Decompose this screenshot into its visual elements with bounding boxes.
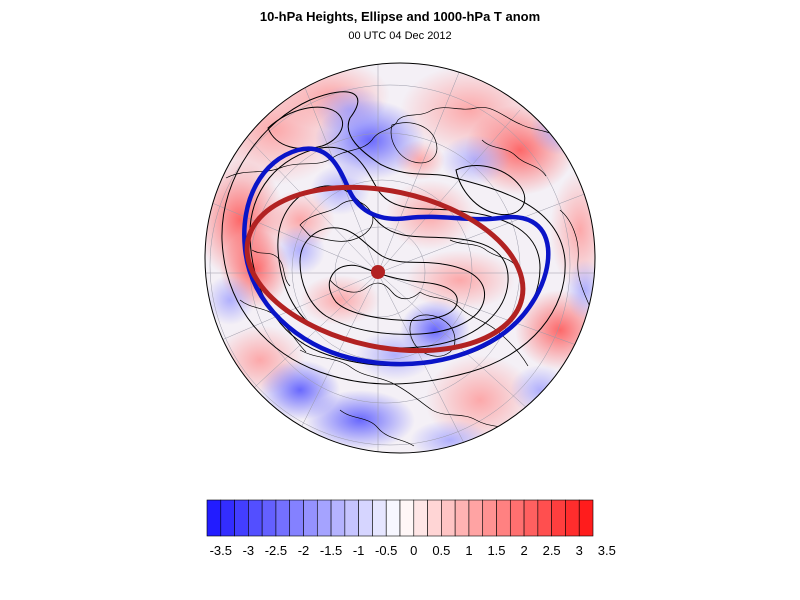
- colorbar-tick-label: -0.5: [375, 543, 397, 558]
- colorbar-tick-label: 1.5: [487, 543, 505, 558]
- colorbar-tick-label: -2: [298, 543, 310, 558]
- height-contour-4: [299, 227, 486, 335]
- colorbar-box: [565, 499, 580, 537]
- colorbar-tick-label: 3: [576, 543, 583, 558]
- colorbar-box: [234, 499, 249, 537]
- fitted-ellipse: [244, 184, 526, 354]
- height-contour-nw: [267, 106, 343, 149]
- colorbar-box: [482, 499, 497, 537]
- height-contour-2: [249, 146, 541, 367]
- colorbar-tick-label: -3.5: [210, 543, 232, 558]
- colorbar-box: [303, 499, 318, 537]
- colorbar-box: [330, 499, 346, 537]
- colorbar-box: [316, 499, 332, 537]
- colorbar-box: [537, 499, 552, 537]
- colorbar-tick-label: 2.5: [543, 543, 561, 558]
- colorbar-box: [358, 499, 373, 537]
- colorbar-tick-label: 3.5: [598, 543, 616, 558]
- height-contour-ne: [455, 165, 526, 216]
- colorbar-tick-label: 0: [410, 543, 417, 558]
- chart-subtitle: 00 UTC 04 Dec 2012: [348, 30, 452, 42]
- height-contour-5: [328, 264, 458, 321]
- colorbar-box: [372, 499, 387, 537]
- colorbar-tick-label: 2: [520, 543, 527, 558]
- colorbar-box: [399, 499, 415, 537]
- colorbar-box: [261, 499, 277, 537]
- colorbar-box: [248, 499, 263, 537]
- colorbar-tick-label: -1.5: [320, 543, 342, 558]
- colorbar-box: [413, 499, 428, 537]
- colorbar-box: [441, 499, 456, 537]
- colorbar-tick-label: -2.5: [265, 543, 287, 558]
- colorbar-box: [496, 499, 511, 537]
- colorbar-box: [578, 499, 594, 537]
- colorbar-tick-label: -3: [243, 543, 255, 558]
- colorbar-box: [427, 499, 442, 537]
- colorbar-box: [344, 499, 359, 537]
- polar-map: [204, 62, 596, 454]
- colorbar-tick-label: 1: [465, 543, 472, 558]
- colorbar-box: [509, 499, 525, 537]
- colorbar-box: [289, 499, 304, 537]
- map-boundary: [204, 62, 596, 454]
- colorbar-tick-label: -1: [353, 543, 365, 558]
- colorbar-tick-labels: -3.5 -3 -2.5 -2 -1.5 -1 -0.5 0 0.5 1 1.5 2 2.5 3 3.5: [210, 543, 616, 558]
- ellipse-centroid: [371, 265, 385, 279]
- colorbar-box: [385, 499, 401, 537]
- vortex-edge-contour: [242, 146, 551, 367]
- colorbar-box: [523, 499, 539, 537]
- colorbar-box: [454, 499, 470, 537]
- colorbar-box: [206, 499, 222, 537]
- height-contour-outer: [221, 91, 566, 385]
- colorbar-tick-label: 0.5: [432, 543, 450, 558]
- colorbar-box: [468, 499, 484, 537]
- colorbar-boxes: [206, 499, 594, 537]
- chart-title: 10-hPa Heights, Ellipse and 1000-hPa T a…: [259, 9, 541, 24]
- colorbar-box: [220, 499, 235, 537]
- colorbar-box: [275, 499, 291, 537]
- colorbar-box: [551, 499, 566, 537]
- map-disc: [205, 63, 595, 453]
